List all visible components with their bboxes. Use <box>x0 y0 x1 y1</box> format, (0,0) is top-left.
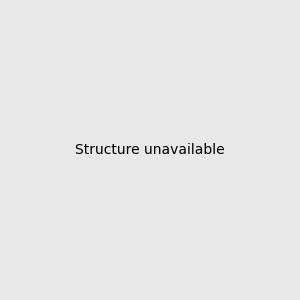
Text: Structure unavailable: Structure unavailable <box>75 143 225 157</box>
